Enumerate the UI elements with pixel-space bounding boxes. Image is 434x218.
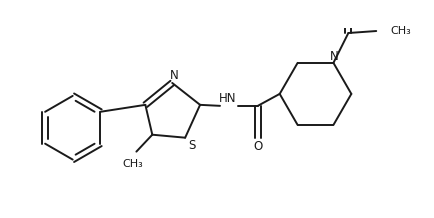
Text: N: N [170, 70, 178, 82]
Text: O: O [253, 140, 263, 153]
Text: N: N [330, 50, 339, 63]
Text: S: S [188, 139, 196, 152]
Text: HN: HN [219, 92, 237, 105]
Text: CH₃: CH₃ [122, 158, 143, 169]
Text: O: O [344, 0, 353, 1]
Text: CH₃: CH₃ [390, 26, 411, 36]
